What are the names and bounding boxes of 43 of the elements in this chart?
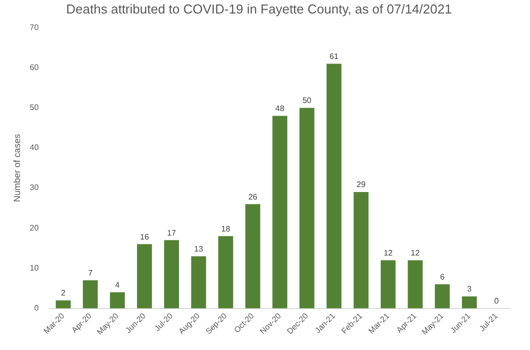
- data-label: 12: [384, 248, 394, 258]
- data-label: 3: [467, 284, 472, 294]
- y-tick-label: 40: [30, 143, 40, 152]
- data-label: 4: [115, 280, 120, 290]
- data-label: 18: [221, 224, 231, 234]
- data-label: 12: [410, 248, 420, 258]
- bar: [164, 240, 179, 308]
- y-tick-label: 30: [30, 183, 40, 192]
- data-label: 50: [302, 96, 312, 106]
- bar: [380, 260, 396, 308]
- bar: [272, 116, 288, 308]
- bar: [299, 108, 314, 308]
- bar: [191, 256, 206, 308]
- data-label: 26: [248, 192, 258, 202]
- data-label: 0: [494, 296, 500, 306]
- chart-title: Deaths attributed to COVID-19 in Fayette County, as of 07/14/2021: [66, 1, 452, 16]
- bar: [354, 192, 369, 308]
- y-tick-label: 50: [30, 103, 40, 112]
- data-label: 6: [440, 272, 446, 282]
- data-label: 7: [88, 268, 94, 278]
- data-label: 13: [194, 244, 204, 254]
- bar: [110, 292, 125, 308]
- data-label: 29: [356, 180, 366, 190]
- bar: [408, 260, 423, 308]
- y-tick-label: 60: [30, 62, 40, 72]
- data-label: 2: [61, 288, 66, 298]
- y-tick-label: 20: [30, 223, 40, 232]
- data-label: 48: [275, 104, 285, 114]
- bar: [137, 244, 152, 308]
- bar: [434, 284, 450, 308]
- data-label: 61: [330, 52, 339, 61]
- bar: [218, 236, 234, 308]
- y-tick-label: 0: [34, 304, 40, 313]
- bar: [462, 296, 477, 308]
- data-label: 17: [167, 228, 177, 238]
- y-axis-title: Number of cases: [12, 133, 22, 202]
- data-label: 16: [140, 232, 150, 242]
- bar: [245, 204, 260, 308]
- bar: [56, 300, 71, 308]
- bar: [82, 280, 98, 308]
- y-tick-label: 70: [30, 22, 40, 32]
- bar: [326, 64, 342, 308]
- y-tick-label: 10: [30, 263, 40, 272]
